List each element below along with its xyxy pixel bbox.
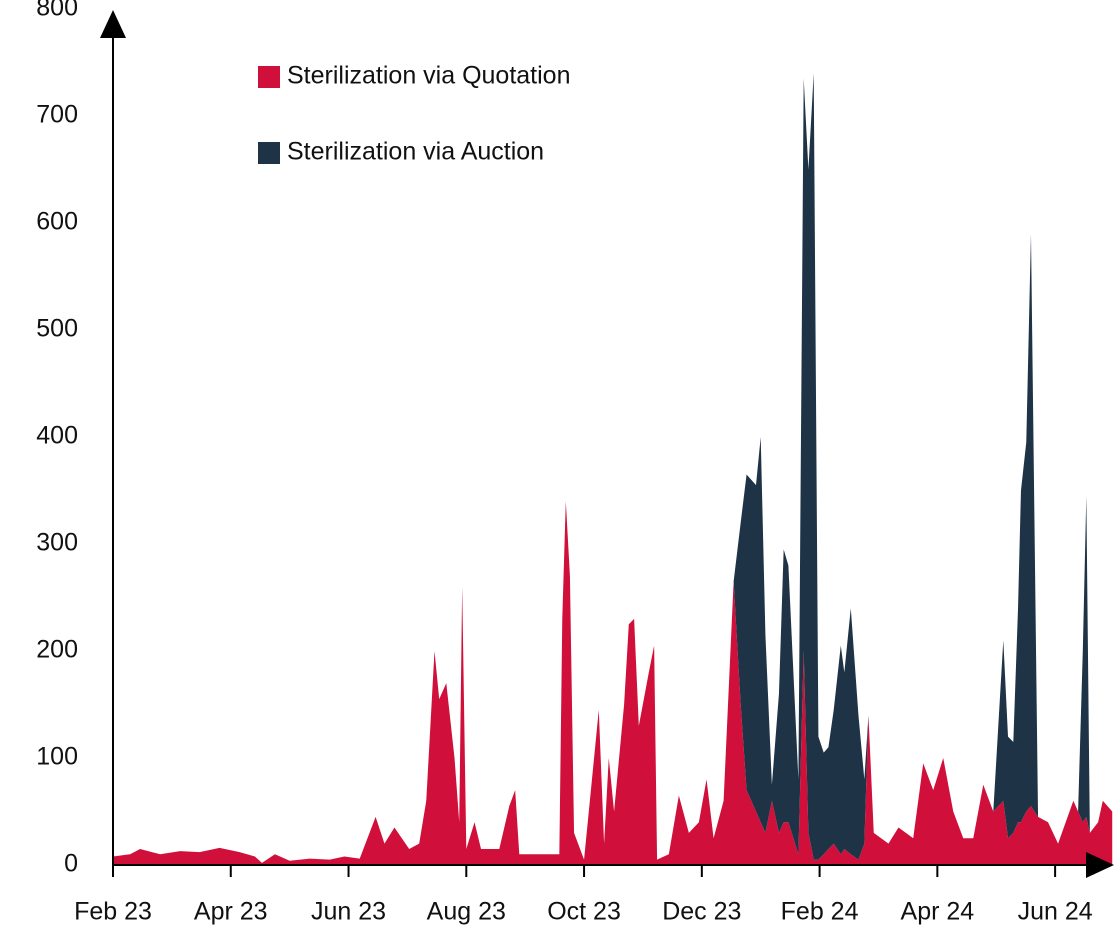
y-tick-label: 500 bbox=[36, 315, 78, 343]
area bbox=[113, 501, 1113, 865]
x-tick-label: Jun 23 bbox=[311, 898, 386, 926]
legend-swatch bbox=[258, 142, 280, 164]
x-tick-label: Apr 23 bbox=[194, 898, 268, 926]
y-tick-label: 400 bbox=[36, 422, 78, 450]
y-tick-label: 200 bbox=[36, 636, 78, 664]
legend-swatch bbox=[258, 66, 280, 88]
y-tick-label: 700 bbox=[36, 101, 78, 129]
y-tick-label: 600 bbox=[36, 208, 78, 236]
area bbox=[113, 73, 1113, 863]
x-tick-label: Feb 23 bbox=[74, 898, 152, 926]
y-tick-label: 100 bbox=[36, 743, 78, 771]
legend-label: Sterilization via Quotation bbox=[287, 62, 570, 90]
x-tick-label: Jun 24 bbox=[1018, 898, 1093, 926]
x-tick-label: Apr 24 bbox=[901, 898, 975, 926]
y-tick-label: 0 bbox=[64, 850, 78, 878]
y-tick-label: 800 bbox=[36, 0, 78, 22]
legend-label: Sterilization via Auction bbox=[287, 138, 544, 166]
x-tick-label: Oct 23 bbox=[547, 898, 621, 926]
x-axis-arrow bbox=[1086, 852, 1114, 878]
x-tick-label: Dec 23 bbox=[662, 898, 741, 926]
y-axis-arrow bbox=[100, 10, 126, 38]
x-tick-label: Feb 24 bbox=[781, 898, 859, 926]
x-tick-label: Aug 23 bbox=[427, 898, 506, 926]
y-tick-label: 300 bbox=[36, 529, 78, 557]
